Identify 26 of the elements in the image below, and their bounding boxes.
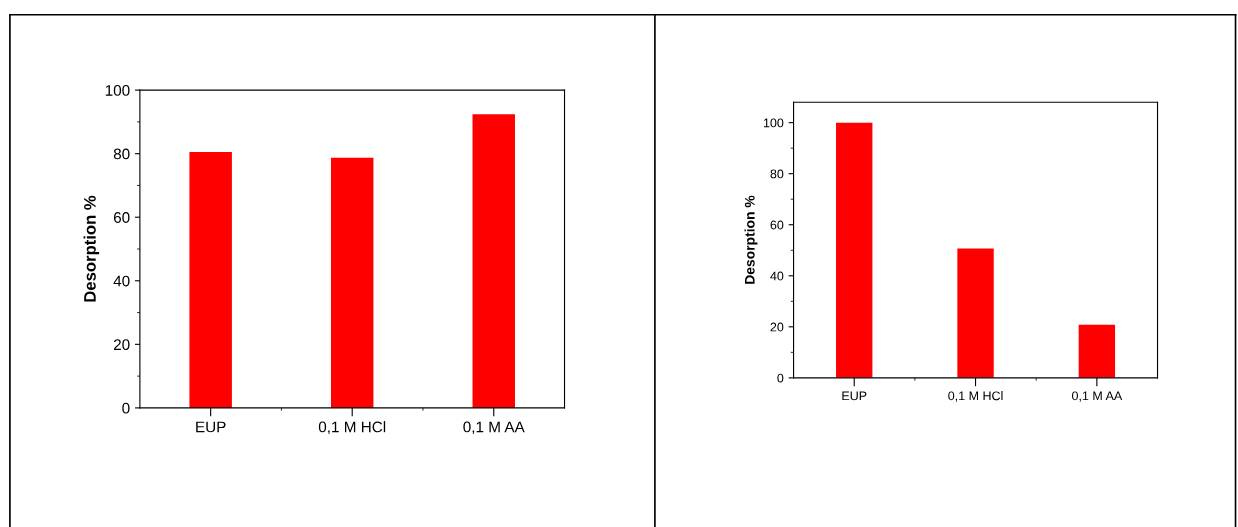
x-tick-label: 0,1 M AA [1072, 391, 1123, 402]
y-tick-label: 0 [777, 373, 784, 383]
y-tick-label: 20 [770, 322, 784, 332]
y-tick-label: 60 [113, 212, 130, 223]
bar [189, 152, 232, 408]
y-tick-label: 60 [770, 220, 784, 230]
bar [957, 248, 994, 378]
y-tick-label: 80 [770, 169, 784, 179]
y-axis-title: Desorption % [83, 195, 100, 302]
x-tick-label: 0,1 M HCl [948, 391, 1003, 402]
bar [330, 157, 374, 408]
y-tick-label: 100 [763, 118, 784, 128]
x-tick-label: EUP [842, 391, 867, 401]
y-tick-label: 0 [122, 402, 130, 414]
x-tick-label: 0,1 M HCl [318, 421, 386, 435]
x-tick-label: EUP [196, 421, 226, 433]
bar [836, 122, 873, 378]
bar [1078, 324, 1116, 378]
y-tick-label: 20 [113, 339, 130, 351]
x-tick-label: 0,1 M AA [463, 421, 525, 435]
y-axis-title: Desorption % [744, 195, 758, 284]
y-tick-label: 100 [105, 84, 130, 96]
y-tick-label: 40 [770, 271, 784, 281]
y-tick-label: 40 [113, 275, 130, 287]
y-tick-label: 80 [113, 148, 130, 160]
bar [472, 114, 515, 408]
